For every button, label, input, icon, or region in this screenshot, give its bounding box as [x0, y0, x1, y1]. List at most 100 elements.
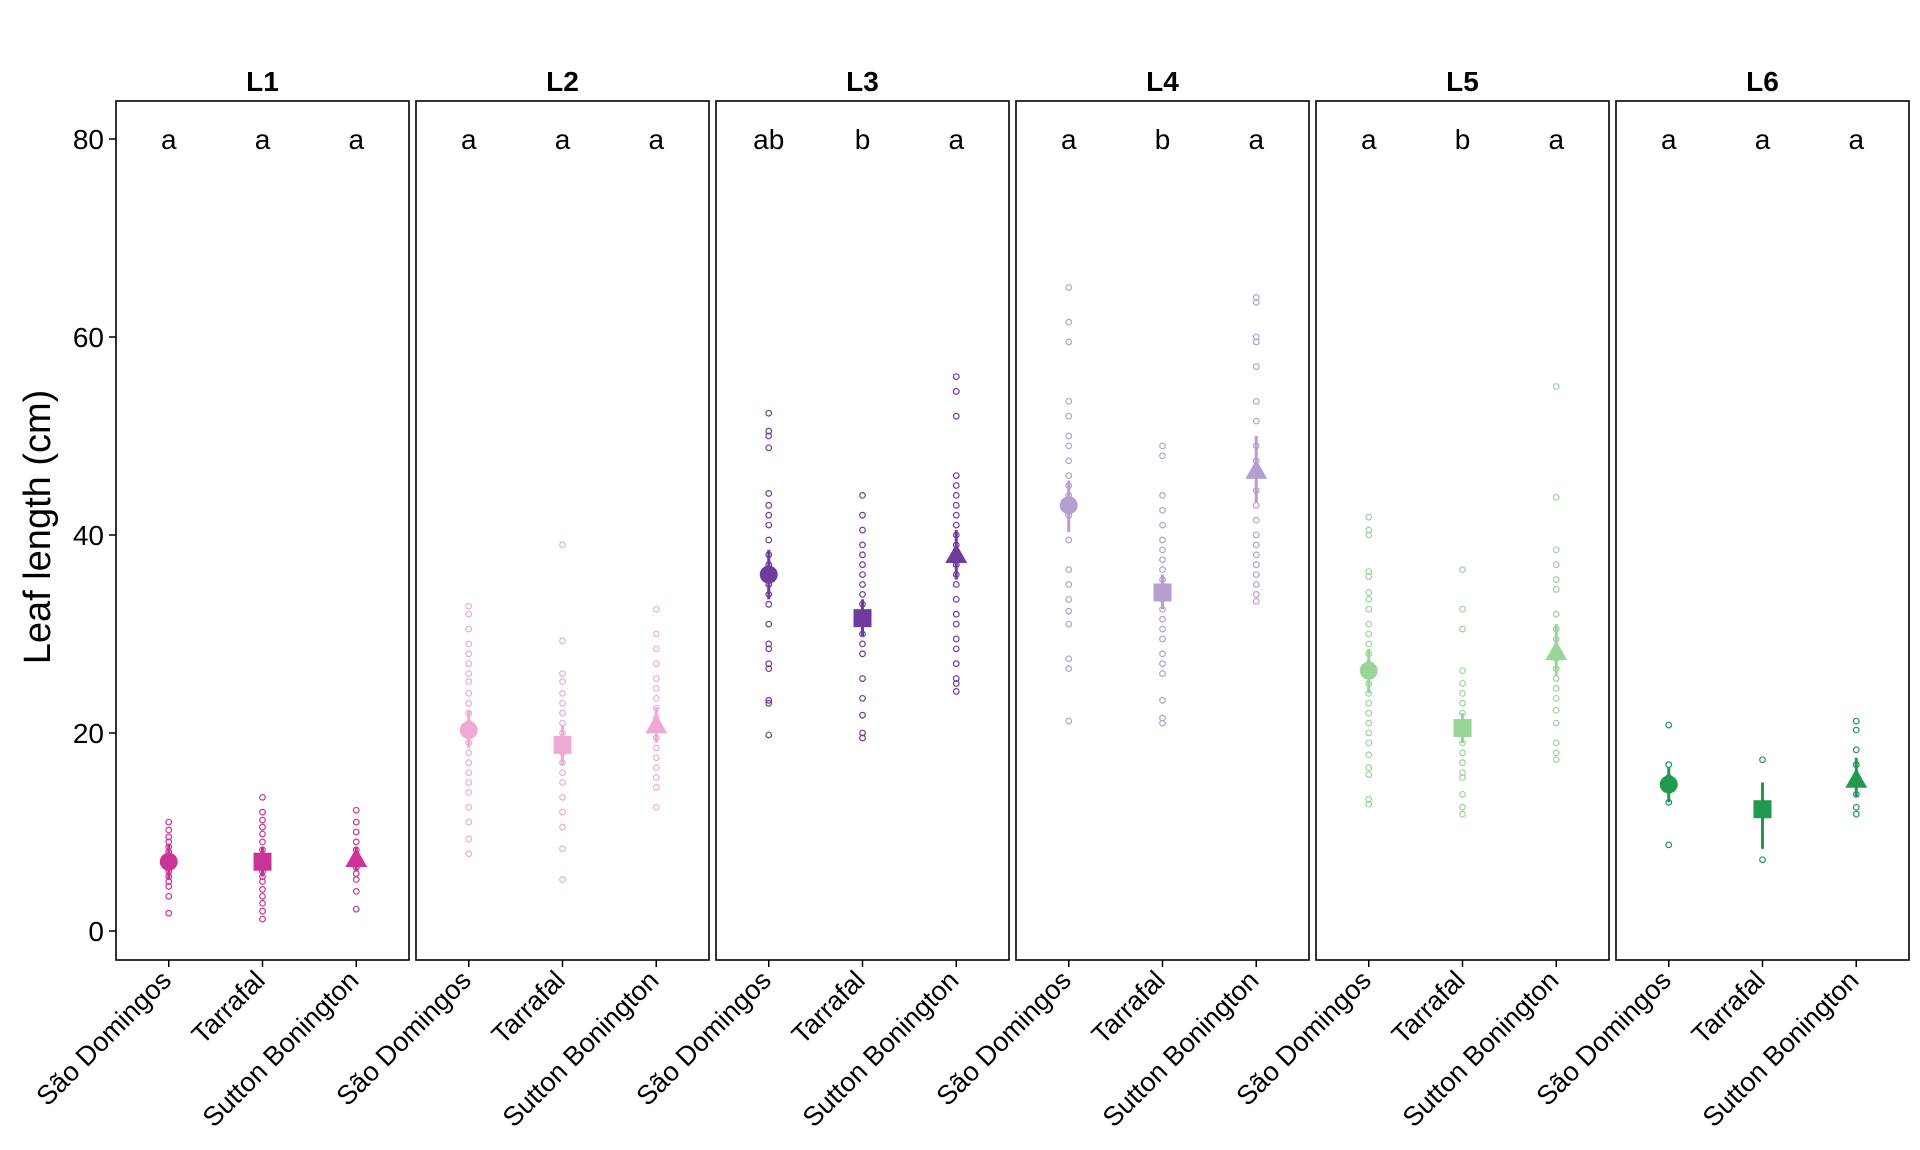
y-tick-label: 60	[73, 322, 104, 353]
data-point	[859, 729, 866, 737]
data-point	[1252, 561, 1260, 569]
data-point	[1852, 717, 1860, 725]
data-point	[1065, 318, 1073, 326]
x-tick-label: Tarrafal	[786, 965, 871, 1050]
data-point	[1159, 506, 1166, 514]
data-point	[765, 521, 773, 529]
data-point	[465, 835, 473, 843]
data-point	[652, 694, 660, 702]
data-point	[559, 808, 566, 816]
data-point	[952, 688, 960, 695]
data-point	[1365, 729, 1373, 737]
data-point	[652, 774, 660, 781]
data-point	[352, 905, 360, 913]
data-point	[1365, 764, 1373, 772]
x-tick-label: Tarrafal	[1386, 965, 1471, 1050]
data-point	[352, 806, 360, 814]
data-point	[1365, 739, 1373, 747]
data-point	[465, 602, 473, 610]
data-point	[652, 764, 660, 772]
data-point	[1552, 756, 1560, 764]
data-point	[859, 541, 866, 549]
data-point	[1065, 607, 1073, 615]
panel-frame	[715, 100, 1010, 961]
data-point	[465, 625, 473, 633]
mean-marker-circle	[159, 852, 178, 871]
data-point	[765, 620, 773, 628]
data-point	[352, 888, 360, 895]
mean-marker-square	[853, 609, 872, 628]
data-point	[1365, 719, 1373, 727]
data-point	[1852, 810, 1860, 818]
data-point	[1065, 338, 1073, 346]
mean-marker-square	[553, 735, 572, 754]
data-point	[652, 660, 660, 668]
significance-letter: a	[1061, 124, 1077, 155]
data-point	[952, 675, 960, 682]
data-point	[465, 850, 473, 858]
data-point	[1365, 800, 1373, 808]
data-point	[1159, 556, 1166, 564]
panel-title: L5	[1446, 66, 1479, 97]
panel-frame	[1315, 100, 1610, 961]
data-point	[952, 511, 960, 519]
mean-marker-triangle	[1545, 640, 1568, 661]
data-point	[1159, 536, 1166, 544]
data-point	[1159, 714, 1166, 722]
data-point	[1159, 615, 1166, 623]
panel-l1: L1 a São Domingos a Tarrafal a Sutton Boningto…	[31, 66, 410, 1133]
data-point	[1552, 685, 1560, 692]
data-point	[465, 610, 473, 618]
data-point	[1365, 595, 1373, 603]
data-point	[1065, 397, 1073, 405]
significance-letter: a	[255, 124, 271, 155]
data-point	[765, 731, 773, 739]
data-point	[165, 883, 173, 890]
data-point	[1365, 751, 1373, 759]
data-point	[1252, 516, 1260, 524]
data-point	[1365, 531, 1373, 539]
data-point	[165, 833, 173, 841]
x-tick-label: Tarrafal	[1686, 965, 1771, 1050]
data-point	[652, 645, 660, 653]
data-point	[1665, 721, 1673, 729]
data-point	[765, 511, 773, 519]
data-point	[952, 521, 960, 529]
data-point	[259, 830, 266, 838]
significance-letter: b	[1455, 124, 1471, 155]
data-point	[1252, 531, 1260, 539]
data-point	[952, 412, 960, 420]
data-point	[652, 630, 660, 638]
data-point	[1065, 665, 1073, 673]
data-point	[1552, 610, 1560, 618]
data-point	[859, 511, 866, 519]
data-point	[1159, 492, 1166, 499]
x-tick-label: Sutton Bonington	[1097, 965, 1265, 1133]
data-point	[859, 561, 866, 569]
mean-marker-square	[253, 852, 272, 871]
data-point	[1852, 746, 1860, 754]
mean-marker-circle	[1659, 775, 1678, 794]
y-tick-label: 80	[73, 124, 104, 155]
data-point	[1365, 771, 1373, 778]
data-point	[1065, 284, 1073, 291]
data-point	[559, 876, 566, 883]
data-point	[1459, 680, 1466, 687]
data-point	[465, 640, 473, 648]
data-point	[559, 793, 566, 801]
mean-marker-circle	[1359, 661, 1378, 680]
data-point	[1252, 591, 1260, 598]
data-point	[859, 650, 866, 658]
mean-marker-triangle	[645, 714, 668, 734]
data-point	[559, 670, 566, 677]
data-point	[1365, 573, 1373, 580]
data-point	[1365, 620, 1373, 628]
data-point	[1365, 568, 1373, 576]
data-point	[652, 685, 660, 692]
significance-letter: a	[1661, 124, 1677, 155]
data-point	[952, 501, 960, 509]
data-point	[1552, 576, 1560, 583]
